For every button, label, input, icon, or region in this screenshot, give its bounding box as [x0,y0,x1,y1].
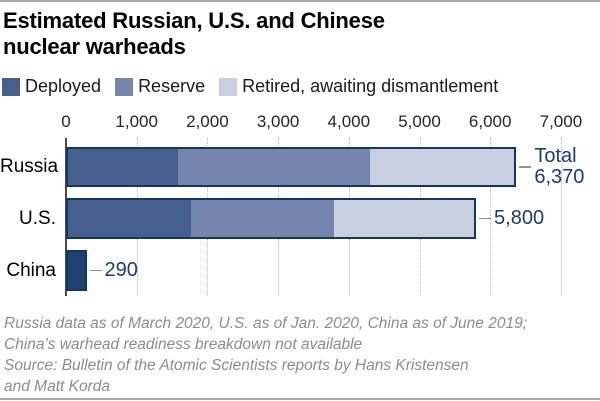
bar-segment-reserve [178,149,370,185]
row-label-russia: Russia [0,156,59,177]
legend-label-reserve: Reserve [138,76,206,96]
gridline [560,138,562,296]
chart-title: Estimated Russian, U.S. and Chinese nucl… [3,8,385,59]
stacked-bar-china [66,250,87,291]
deployed-swatch-icon [2,77,20,96]
bar-segment-china-total [68,252,85,289]
x-tick-label: 6,000 [468,112,512,131]
x-tick-label: 4,000 [327,112,371,131]
reserve-swatch-icon [115,77,134,96]
retired-swatch-icon [219,77,238,96]
x-tick-label: 1,000 [115,112,158,131]
bar-segment-retired [370,149,515,185]
stacked-bar-russia [66,147,517,187]
bar-segment-reserve [190,200,335,237]
stacked-bar-us [66,198,477,239]
legend: Deployed Reserve Retired, awaiting disma… [2,76,512,97]
bar-segment-retired [334,200,475,237]
x-axis-labels: 0 1,000 2,000 3,000 4,000 5,000 6,000 7,000 [0,112,600,134]
legend-label-retired: Retired, awaiting dismantlement [242,76,499,96]
plot-area: Russia Total 6,370 U.S. 5,800 China 290 [0,138,600,296]
gridline [490,138,492,296]
row-label-us: U.S. [19,207,56,229]
total-label-us: 5,800 [494,207,545,229]
x-tick-label: 0 [61,112,71,131]
legend-item-reserve: Reserve [115,76,205,97]
x-tick-label: 2,000 [186,112,229,131]
row-label-china: China [6,259,56,281]
top-rule [0,0,600,2]
x-tick-label: 5,000 [398,112,441,131]
legend-item-deployed: Deployed [2,76,101,97]
total-callout-line [519,166,532,168]
bottom-rule [0,398,600,400]
source-note: Russia data as of March 2020, U.S. as of… [4,315,528,395]
x-tick-label: 3,000 [256,112,300,131]
x-tick-label: 7,000 [539,112,583,131]
total-label-china: 290 [104,259,138,281]
y-axis-line [65,138,67,296]
total-label-russia: Total 6,370 [534,145,585,188]
total-callout-line [479,217,492,219]
bar-segment-deployed [68,200,191,237]
legend-item-retired: Retired, awaiting dismantlement [219,76,498,97]
legend-label-deployed: Deployed [25,76,102,96]
bar-segment-deployed [68,149,179,185]
total-callout-line [89,269,102,271]
